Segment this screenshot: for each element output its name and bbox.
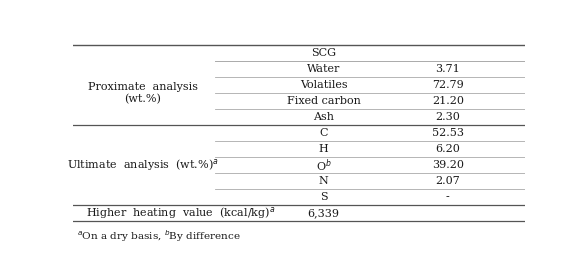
Text: N: N	[319, 176, 328, 186]
Text: Ash: Ash	[313, 112, 334, 122]
Text: Higher  heating  value  (kcal/kg)$^a$: Higher heating value (kcal/kg)$^a$	[86, 206, 276, 221]
Text: O$^b$: O$^b$	[316, 157, 332, 174]
Text: Fixed carbon: Fixed carbon	[287, 96, 360, 106]
Text: 21.20: 21.20	[432, 96, 464, 106]
Text: -: -	[446, 193, 449, 203]
Text: 6.20: 6.20	[436, 145, 461, 154]
Text: C: C	[319, 128, 328, 138]
Text: S: S	[320, 193, 328, 203]
Text: SCG: SCG	[311, 48, 336, 58]
Text: 3.71: 3.71	[436, 64, 460, 74]
Text: 6,339: 6,339	[308, 208, 340, 218]
Text: Ultimate  analysis  (wt.%)$^a$: Ultimate analysis (wt.%)$^a$	[67, 158, 219, 173]
Text: Water: Water	[307, 64, 340, 74]
Text: Volatiles: Volatiles	[300, 80, 347, 90]
Text: $^a$On a dry basis, $^b$By difference: $^a$On a dry basis, $^b$By difference	[78, 229, 241, 244]
Text: 52.53: 52.53	[432, 128, 464, 138]
Text: 39.20: 39.20	[432, 160, 464, 170]
Text: H: H	[319, 145, 328, 154]
Text: Proximate  analysis
(wt.%): Proximate analysis (wt.%)	[88, 82, 198, 104]
Text: 2.07: 2.07	[436, 176, 460, 186]
Text: 2.30: 2.30	[436, 112, 461, 122]
Text: 72.79: 72.79	[432, 80, 463, 90]
